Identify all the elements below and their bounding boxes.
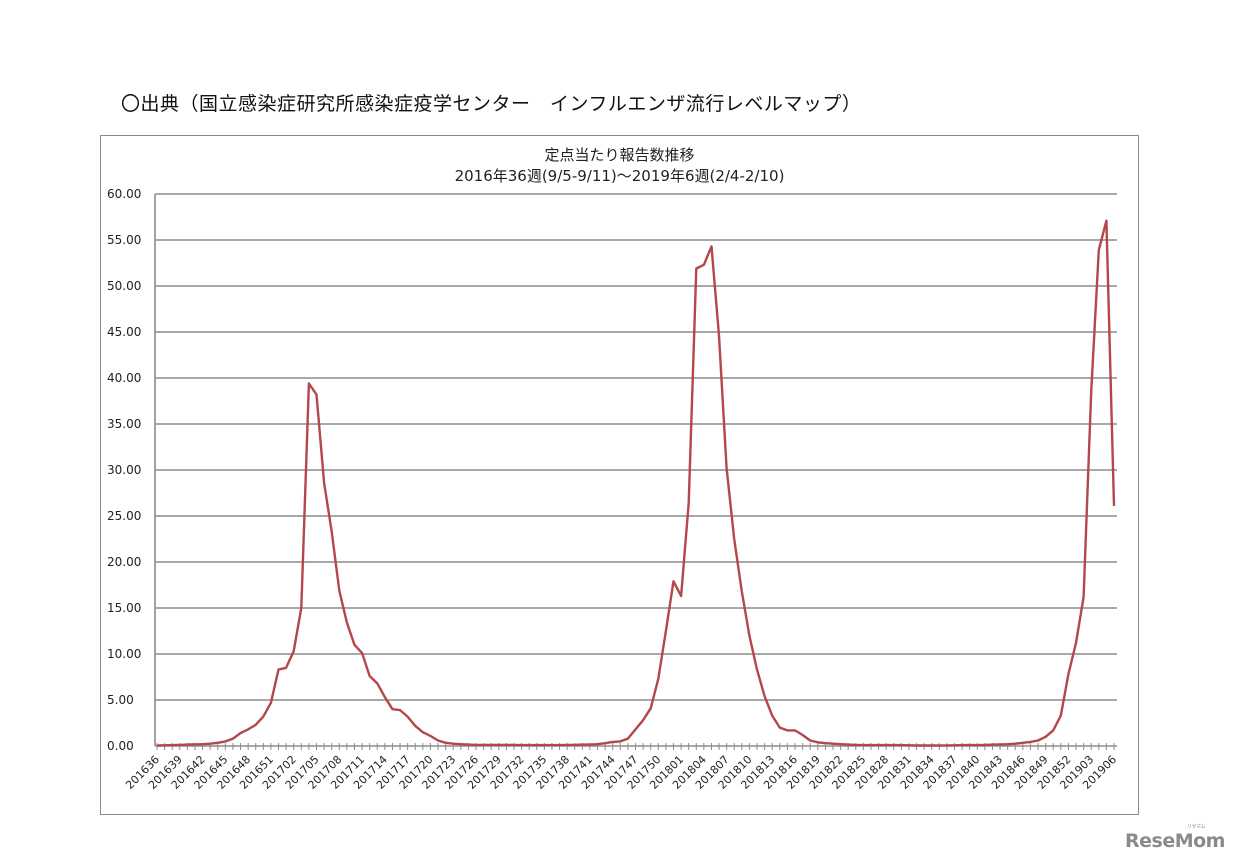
- resemom-logo: ReseMom リセマム: [1125, 824, 1225, 852]
- y-tick-label: 55.00: [107, 233, 141, 247]
- y-tick-label: 5.00: [107, 693, 134, 707]
- line-chart: 0.00 5.00 10.00 15.00 20.00 25.00 30.00 35.00 40…: [107, 187, 1119, 792]
- y-tick-label: 40.00: [107, 371, 141, 385]
- y-tick-label: 25.00: [107, 509, 141, 523]
- y-tick-label: 60.00: [107, 187, 141, 201]
- y-tick-label: 35.00: [107, 417, 141, 431]
- y-tick-label: 10.00: [107, 647, 141, 661]
- y-tick-label: 15.00: [107, 601, 141, 615]
- y-tick-label: 0.00: [107, 739, 134, 753]
- logo-text: ReseMom: [1125, 830, 1225, 852]
- y-tick-label: 20.00: [107, 555, 141, 569]
- series-line: [156, 219, 1116, 747]
- chart-title: 定点当たり報告数推移: [544, 146, 695, 164]
- y-tick-label: 50.00: [107, 279, 141, 293]
- chart-frame: 定点当たり報告数推移 2016年36週(9/5-9/11)〜2019年6週(2/…: [100, 135, 1139, 815]
- logo-ruby: リセマム: [1187, 824, 1206, 830]
- y-tick-label: 45.00: [107, 325, 141, 339]
- y-tick-label: 30.00: [107, 463, 141, 477]
- source-caption: 〇出典（国立感染症研究所感染症疫学センター インフルエンザ流行レベルマップ）: [121, 93, 862, 115]
- chart-subtitle: 2016年36週(9/5-9/11)〜2019年6週(2/4-2/10): [454, 167, 785, 185]
